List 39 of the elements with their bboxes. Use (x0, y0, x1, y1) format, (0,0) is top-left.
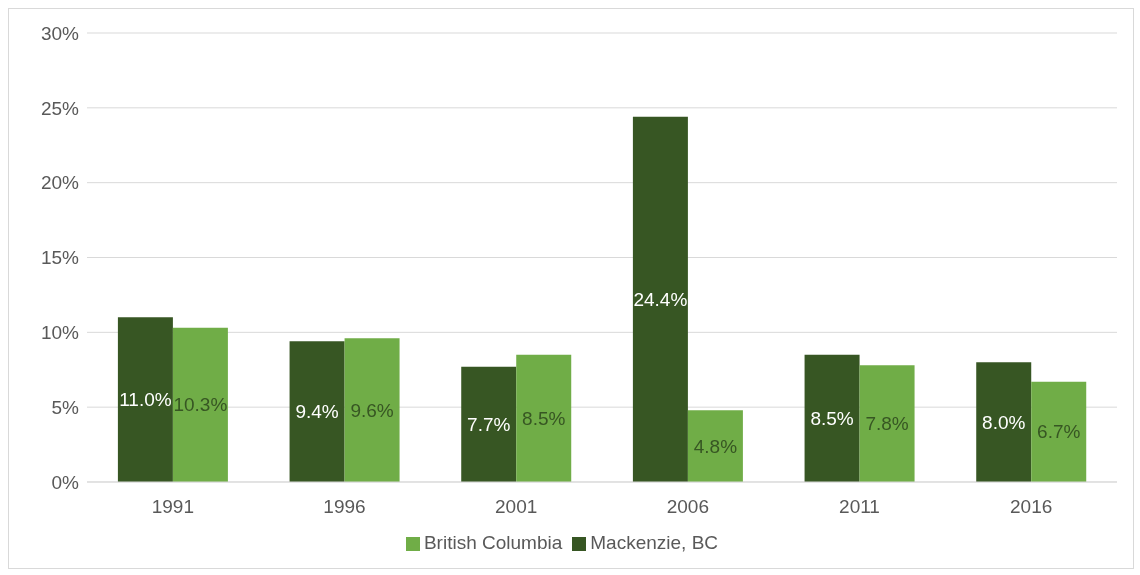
data-label: 8.0% (982, 411, 1026, 433)
bar (516, 354, 572, 482)
y-tick-label: 25% (40, 97, 80, 119)
data-label: 8.5% (522, 407, 566, 429)
x-tick-label: 1996 (323, 496, 366, 518)
data-label: 9.4% (295, 401, 339, 423)
legend-label: British Columbia (423, 532, 563, 553)
bar (289, 341, 345, 482)
data-label: 7.8% (865, 413, 909, 435)
x-tick-label: 2016 (1010, 496, 1053, 518)
bar (461, 366, 517, 482)
x-tick-label: 1991 (151, 496, 194, 518)
y-tick-label: 15% (40, 247, 80, 269)
bar (117, 317, 173, 482)
legend-label: Mackenzie, BC (590, 532, 719, 553)
data-label: 4.8% (693, 435, 738, 457)
data-label: 24.4% (633, 288, 688, 310)
x-tick-label: 2006 (666, 496, 709, 518)
bar (859, 365, 915, 482)
data-label: 9.6% (350, 399, 394, 421)
y-tick-label: 30% (40, 22, 80, 44)
x-tick-label: 2001 (495, 496, 538, 518)
bar (976, 362, 1032, 482)
data-label: 8.5% (810, 407, 854, 429)
bar (804, 354, 860, 482)
data-label: 6.7% (1037, 421, 1081, 443)
y-tick-label: 20% (40, 172, 80, 194)
data-label: 11.0% (119, 389, 172, 411)
bar (344, 338, 400, 482)
x-tick-label: 2011 (839, 496, 880, 518)
bar (687, 410, 743, 482)
y-tick-label: 5% (51, 396, 80, 418)
bar (632, 116, 688, 482)
y-tick-label: 0% (51, 471, 80, 493)
data-label: 10.3% (173, 394, 228, 416)
bar (172, 327, 228, 482)
data-label: 7.7% (467, 413, 511, 435)
bar (1031, 381, 1087, 482)
y-tick-label: 10% (40, 322, 80, 344)
